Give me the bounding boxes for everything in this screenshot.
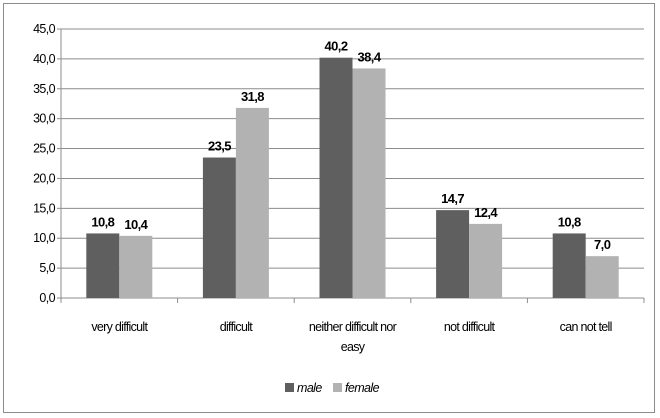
- legend-label-male: male: [297, 381, 322, 395]
- y-tick-label: 15,0: [33, 201, 56, 215]
- y-tick-label: 45,0: [33, 22, 56, 36]
- x-category-label: very difficult: [91, 320, 148, 334]
- bar-male: [86, 233, 120, 298]
- data-label: 38,4: [358, 49, 382, 64]
- y-tick-label: 0,0: [39, 291, 55, 305]
- bar-female: [585, 256, 619, 298]
- bar-female: [352, 68, 386, 298]
- bar-female: [469, 223, 503, 298]
- bar-female: [235, 107, 269, 298]
- data-label: 10,8: [91, 214, 114, 229]
- y-tick-label: 35,0: [33, 82, 56, 96]
- x-category-label: easy: [341, 340, 366, 354]
- y-tick-label: 25,0: [33, 142, 56, 156]
- x-category-label: can not tell: [560, 320, 612, 334]
- data-label: 23,5: [208, 139, 231, 154]
- x-category-label: difficult: [220, 320, 254, 334]
- data-label: 12,4: [474, 205, 498, 220]
- y-tick-label: 30,0: [33, 112, 56, 126]
- data-label: 14,7: [441, 191, 464, 206]
- y-tick-label: 40,0: [33, 52, 56, 66]
- legend-label-female: female: [345, 381, 380, 395]
- data-label: 10,8: [558, 214, 581, 229]
- y-tick-label: 5,0: [39, 261, 55, 275]
- x-category-label: not difficult: [444, 320, 496, 334]
- bar-male: [202, 157, 236, 298]
- data-label: 31,8: [241, 89, 264, 104]
- legend-swatch-male: [285, 383, 294, 392]
- bar-male: [319, 57, 353, 299]
- x-category-label: neither difficult nor: [309, 320, 397, 334]
- bar-female: [119, 235, 153, 298]
- data-label: 40,2: [325, 39, 348, 54]
- legend-swatch-female: [333, 383, 342, 392]
- bar-male: [552, 233, 586, 298]
- data-label: 7,0: [594, 237, 611, 252]
- y-tick-label: 10,0: [33, 231, 56, 245]
- y-tick-label: 20,0: [33, 171, 56, 185]
- bar-male: [436, 210, 470, 298]
- data-label: 10,4: [124, 217, 148, 232]
